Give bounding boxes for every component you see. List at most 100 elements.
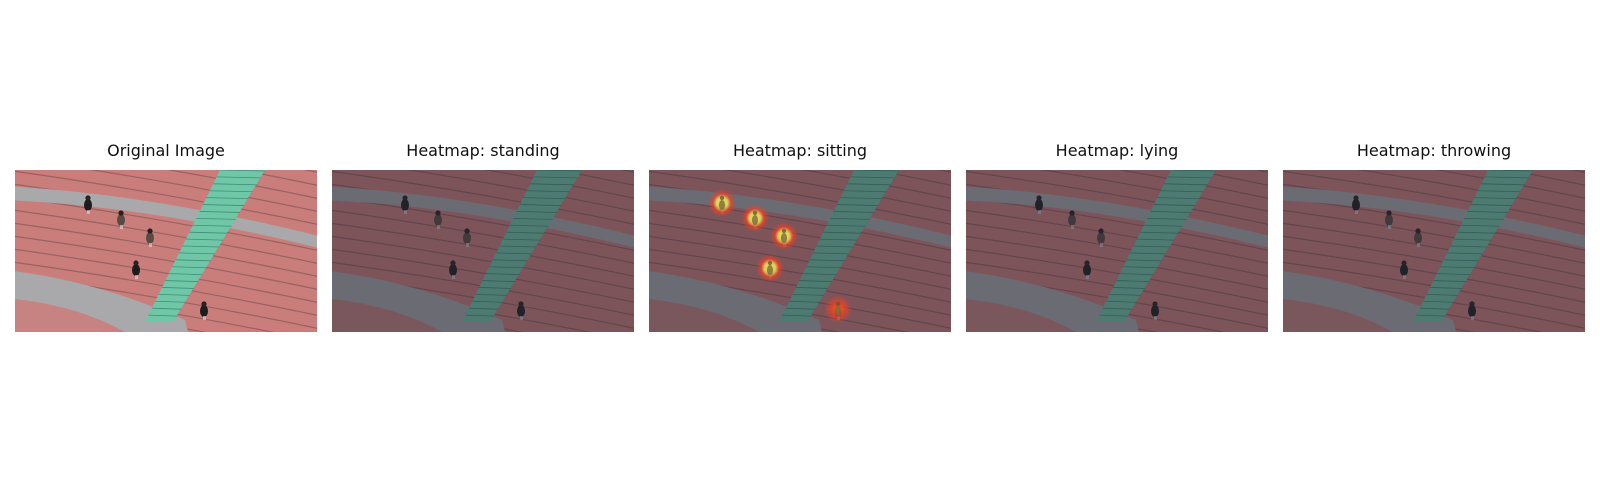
seat-row (15, 222, 317, 277)
seat-row (1283, 209, 1585, 264)
stair-step (499, 245, 537, 248)
stair-step (472, 300, 503, 303)
seat-row (1505, 170, 1585, 186)
stair-step (1464, 217, 1504, 220)
person-figure (1083, 260, 1091, 279)
stair-step (1113, 287, 1145, 289)
stair-step (1484, 176, 1529, 179)
seat-row (800, 170, 951, 199)
seat-row (871, 170, 951, 186)
stair-step (782, 314, 812, 317)
stair-step (1433, 280, 1467, 282)
person-figure (1385, 210, 1393, 229)
heatmap-overlay (966, 170, 1268, 332)
panel-title: Heatmap: lying (1055, 141, 1179, 160)
seat-row (649, 170, 951, 225)
stair-step (1109, 293, 1141, 296)
person-figure (449, 260, 457, 279)
person-figure (463, 228, 471, 247)
stair-step (853, 170, 900, 172)
stair-step (536, 170, 583, 172)
stair-step (182, 245, 220, 248)
stair-step (840, 197, 883, 200)
stair-step (1487, 170, 1534, 172)
person-figure (434, 210, 442, 229)
person-figure (117, 210, 125, 229)
stair-step (189, 231, 228, 234)
stair-step (151, 307, 182, 310)
person-figure (1068, 210, 1076, 229)
stair-step (155, 300, 186, 303)
heatmap-overlay (1283, 170, 1585, 332)
stair-step (809, 259, 845, 262)
stair-step (1416, 314, 1446, 317)
stair-step (796, 287, 828, 289)
stair-step (785, 307, 816, 310)
seat-row (1283, 248, 1585, 303)
stair-step (1136, 238, 1175, 241)
stair-step (830, 217, 870, 220)
stair-step (216, 176, 261, 179)
stair-step (1470, 204, 1513, 206)
stair-step (1436, 273, 1471, 276)
stair-step (533, 176, 578, 179)
stair-step (516, 211, 557, 213)
person-figure-highlight (752, 211, 758, 225)
stair-step (823, 231, 862, 234)
person-figure-highlight (781, 229, 787, 243)
stair-step (523, 197, 566, 200)
stair-step (489, 266, 524, 269)
seat-row (1356, 170, 1585, 212)
stair-step (482, 280, 516, 282)
panel-lying: Heatmap: lying (966, 140, 1268, 332)
stair-step (496, 252, 532, 255)
stair-step (179, 252, 215, 255)
stair-step (202, 204, 245, 206)
stair-step (1423, 300, 1454, 303)
seat-row (1117, 170, 1268, 199)
stair-step (165, 280, 199, 282)
panel-title: Original Image (107, 141, 225, 160)
stair-step (526, 190, 570, 193)
seat-row (966, 235, 1268, 290)
seat-row (332, 170, 634, 225)
stair-step (206, 197, 249, 200)
person-figure-highlight (719, 196, 725, 210)
stair-step (833, 211, 874, 213)
stair-step (1460, 224, 1500, 227)
stair-step (1474, 197, 1517, 200)
stair-step (1160, 190, 1204, 193)
seat-row (1188, 170, 1268, 186)
stair-step (172, 266, 207, 269)
stair-step (468, 307, 499, 310)
stair-step (1099, 314, 1129, 317)
stair-step (1130, 252, 1166, 255)
seat-row (649, 222, 951, 277)
stair-step (1419, 307, 1450, 310)
seat-row (722, 170, 951, 212)
person-figure (146, 228, 154, 247)
seat-row (966, 209, 1268, 264)
seat-row (649, 235, 951, 290)
seat-row (649, 248, 951, 303)
seat-row (332, 209, 634, 264)
seat-row (1283, 170, 1585, 225)
seat-row (1283, 235, 1585, 290)
stair-step (792, 293, 824, 296)
panel-title: Heatmap: throwing (1356, 141, 1512, 160)
seat-row (332, 248, 634, 303)
stair-step (1157, 197, 1200, 200)
person-figure (1097, 228, 1105, 247)
seat-row (966, 170, 1268, 225)
seat-row (88, 170, 317, 212)
stair-step (530, 183, 574, 186)
stair-step (819, 238, 858, 241)
seat-row (166, 170, 317, 199)
heatmap-overlay (649, 170, 951, 332)
person-figure (517, 301, 525, 320)
person-figure (84, 195, 92, 214)
stair-step (509, 224, 549, 227)
heatmap-overlay (332, 170, 634, 332)
seat-row (1039, 170, 1268, 212)
panel-sitting: Heatmap: sitting (649, 140, 951, 332)
